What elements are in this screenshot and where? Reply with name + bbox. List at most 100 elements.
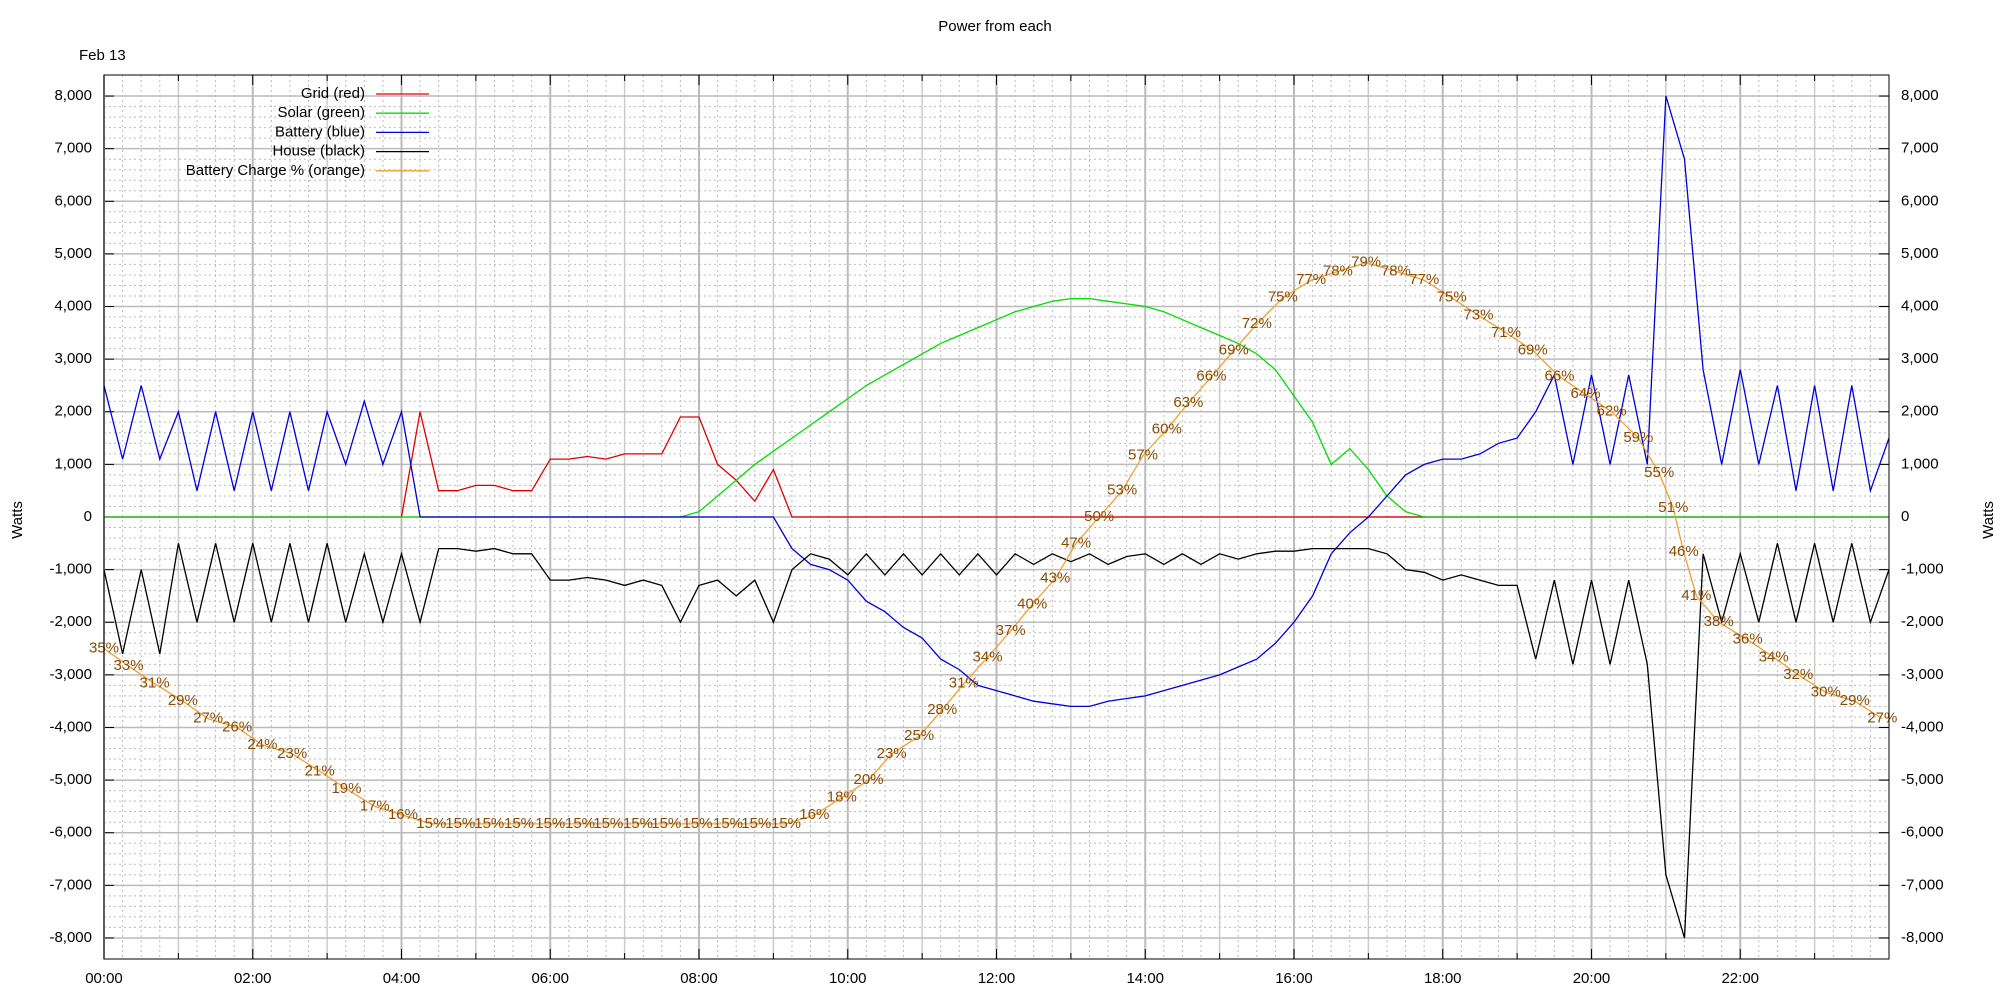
data-label: 51% bbox=[1658, 499, 1688, 516]
data-label: 62% bbox=[1597, 403, 1627, 420]
x-tick-label: 12:00 bbox=[978, 970, 1016, 987]
x-tick-label: 04:00 bbox=[383, 970, 421, 987]
y2-tick-label: -5,000 bbox=[1901, 771, 1944, 788]
data-label: 72% bbox=[1242, 315, 1272, 332]
data-label: 19% bbox=[331, 780, 361, 797]
legend: Grid (red) Solar (green) Battery (blue) Hou… bbox=[186, 85, 429, 179]
data-label: 15% bbox=[623, 815, 653, 832]
data-label: 69% bbox=[1219, 341, 1249, 358]
data-label: 29% bbox=[1840, 692, 1870, 709]
y2-tick-label: 8,000 bbox=[1901, 87, 1939, 104]
y-tick-label: 2,000 bbox=[54, 403, 92, 420]
y-tick-label: -1,000 bbox=[49, 561, 92, 578]
y2-tick-label: -8,000 bbox=[1901, 929, 1944, 946]
data-label: 36% bbox=[1733, 631, 1763, 648]
legend-label: Solar (green) bbox=[277, 104, 365, 121]
data-label: 55% bbox=[1644, 464, 1674, 481]
y-tick-label: -2,000 bbox=[49, 613, 92, 630]
y-tick-label: 1,000 bbox=[54, 455, 92, 472]
data-label: 77% bbox=[1296, 271, 1326, 288]
data-label: 15% bbox=[593, 815, 623, 832]
data-label: 34% bbox=[1759, 648, 1789, 665]
data-label: 15% bbox=[682, 815, 712, 832]
data-label: 31% bbox=[949, 675, 979, 692]
data-label: 40% bbox=[1017, 596, 1047, 613]
data-label: 50% bbox=[1084, 508, 1114, 525]
plot-frame bbox=[103, 74, 1890, 960]
y-tick-label: -7,000 bbox=[49, 876, 92, 893]
y-tick-label: -6,000 bbox=[49, 824, 92, 841]
data-label: 69% bbox=[1518, 341, 1548, 358]
y2-tick-label: 5,000 bbox=[1901, 245, 1939, 262]
data-label: 78% bbox=[1323, 262, 1353, 279]
y2-tick-label: 3,000 bbox=[1901, 350, 1939, 367]
data-label: 71% bbox=[1491, 324, 1521, 341]
data-label: 16% bbox=[388, 806, 418, 823]
data-label: 29% bbox=[168, 692, 198, 709]
y-tick-label: 0 bbox=[84, 508, 92, 525]
data-label: 15% bbox=[771, 815, 801, 832]
data-label: 32% bbox=[1783, 666, 1813, 683]
y-tick-label: 8,000 bbox=[54, 87, 92, 104]
y-tick-label: -4,000 bbox=[49, 718, 92, 735]
legend-label: Battery (blue) bbox=[275, 123, 365, 140]
data-label: 64% bbox=[1571, 385, 1601, 402]
data-label: 33% bbox=[114, 657, 144, 674]
data-label: 38% bbox=[1704, 613, 1734, 630]
data-label: 78% bbox=[1381, 262, 1411, 279]
data-label: 28% bbox=[927, 701, 957, 718]
data-label: 20% bbox=[854, 771, 884, 788]
data-label: 47% bbox=[1061, 534, 1091, 551]
y2-tick-label: -7,000 bbox=[1901, 876, 1944, 893]
data-label: 41% bbox=[1681, 587, 1711, 604]
data-label: 17% bbox=[360, 797, 390, 814]
data-label: 46% bbox=[1669, 543, 1699, 560]
data-label: 43% bbox=[1040, 569, 1070, 586]
data-label: 16% bbox=[799, 806, 829, 823]
y2-tick-label: 0 bbox=[1901, 508, 1909, 525]
data-label: 15% bbox=[565, 815, 595, 832]
series-line bbox=[103, 95, 1890, 708]
x-tick-label: 18:00 bbox=[1424, 970, 1462, 987]
data-label: 24% bbox=[247, 736, 277, 753]
y2-tick-label: 2,000 bbox=[1901, 403, 1939, 420]
data-label: 15% bbox=[504, 815, 534, 832]
y-tick-label: 3,000 bbox=[54, 350, 92, 367]
data-label: 66% bbox=[1196, 368, 1226, 385]
data-label: 63% bbox=[1173, 394, 1203, 411]
chart-title: Power from each bbox=[938, 18, 1051, 35]
y2-tick-label: -2,000 bbox=[1901, 613, 1944, 630]
x-tick-label: 08:00 bbox=[680, 970, 718, 987]
series-line bbox=[103, 543, 1890, 939]
x-tick-label: 06:00 bbox=[531, 970, 569, 987]
data-label: 15% bbox=[474, 815, 504, 832]
y-tick-label: 5,000 bbox=[54, 245, 92, 262]
data-label: 21% bbox=[305, 762, 335, 779]
data-label: 59% bbox=[1623, 429, 1653, 446]
data-label: 75% bbox=[1268, 289, 1298, 306]
y2-tick-label: 1,000 bbox=[1901, 455, 1939, 472]
y2-tick-label: -3,000 bbox=[1901, 666, 1944, 683]
data-label: 25% bbox=[904, 727, 934, 744]
y2-tick-label: -4,000 bbox=[1901, 718, 1944, 735]
legend-label: Grid (red) bbox=[301, 85, 365, 102]
data-label: 15% bbox=[416, 815, 446, 832]
y-tick-label: -8,000 bbox=[49, 929, 92, 946]
date-annotation: Feb 13 bbox=[79, 47, 126, 64]
y2-tick-label: 6,000 bbox=[1901, 192, 1939, 209]
data-label: 27% bbox=[193, 710, 223, 727]
legend-label: House (black) bbox=[272, 143, 365, 160]
data-label: 15% bbox=[741, 815, 771, 832]
y2-tick-label: 4,000 bbox=[1901, 297, 1939, 314]
data-label: 23% bbox=[877, 745, 907, 762]
x-tick-label: 14:00 bbox=[1126, 970, 1164, 987]
y-tick-label: 7,000 bbox=[54, 140, 92, 157]
data-label: 15% bbox=[651, 815, 681, 832]
y-tick-label: 4,000 bbox=[54, 297, 92, 314]
data-label: 79% bbox=[1351, 254, 1381, 271]
data-label: 26% bbox=[222, 718, 252, 735]
x-tick-label: 02:00 bbox=[234, 970, 272, 987]
data-label: 66% bbox=[1545, 368, 1575, 385]
data-label: 57% bbox=[1128, 447, 1158, 464]
y2-axis-label: Watts bbox=[1980, 501, 1997, 539]
